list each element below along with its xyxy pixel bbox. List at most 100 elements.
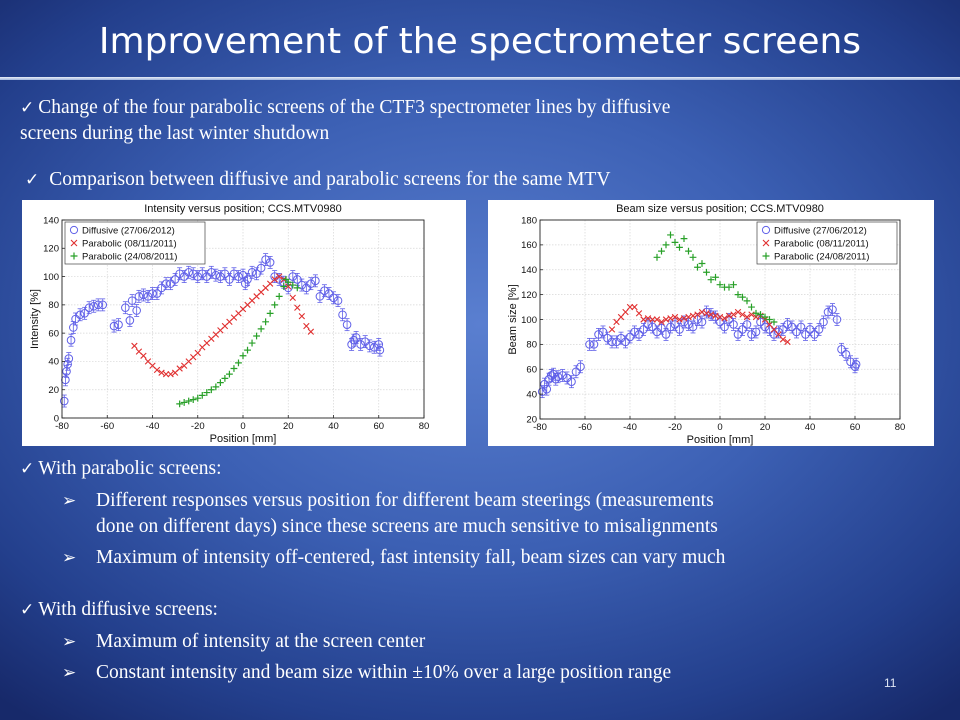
y-tick-label: 140 — [43, 215, 59, 226]
data-point-circle — [823, 307, 833, 317]
data-point-circle — [684, 320, 693, 329]
data-point-circle — [157, 283, 166, 293]
x-axis-label: Position [mm] — [210, 433, 277, 445]
data-point-circle — [729, 320, 738, 329]
legend-marker-x — [70, 239, 78, 247]
data-point-circle — [114, 320, 123, 329]
parabolic-item-maximum: ➢ Maximum of intensity off-centered, fast… — [62, 545, 958, 571]
page-number: 11 — [884, 676, 897, 690]
data-point-x — [734, 308, 742, 316]
data-point-x — [153, 366, 161, 374]
x-tick-label: -20 — [191, 421, 205, 432]
data-point-x — [635, 310, 643, 317]
legend-label: Parabolic (08/11/2011) — [82, 238, 177, 249]
data-point-plus — [216, 379, 224, 387]
data-point-x — [676, 316, 683, 323]
data-point-x — [712, 312, 719, 319]
data-point-x — [644, 315, 652, 322]
x-tick-label: 40 — [328, 421, 339, 432]
data-point-circle — [607, 337, 617, 347]
data-point-plus — [194, 394, 202, 402]
legend-box — [64, 221, 206, 265]
data-point-x — [667, 315, 674, 322]
y-tick-label: 60 — [526, 365, 537, 376]
data-point-circle — [109, 321, 119, 331]
data-point-plus — [689, 253, 697, 261]
data-point-circle — [306, 279, 316, 288]
data-point-circle — [783, 320, 792, 329]
data-point-x — [140, 352, 147, 359]
y-tick-label: 40 — [48, 357, 59, 368]
data-point-plus — [685, 247, 692, 255]
checkmark-icon: ✓ — [20, 459, 35, 479]
series-0 — [537, 303, 861, 399]
data-point-circle — [121, 303, 130, 312]
data-point-circle — [216, 272, 225, 281]
data-point-circle — [375, 345, 385, 355]
data-point-x — [752, 313, 760, 321]
bullet-text: Comparison between diffusive and parabol… — [49, 169, 611, 190]
data-point-plus — [226, 370, 233, 378]
x-tick-label: -60 — [100, 421, 114, 432]
y-tick-label: 120 — [43, 244, 59, 255]
slide-title: Improvement of the spectrometer screens — [98, 21, 862, 62]
data-point-circle — [760, 322, 770, 332]
data-point-circle — [733, 330, 743, 339]
x-tick-label: -80 — [55, 421, 69, 432]
data-point-plus — [235, 359, 242, 367]
x-tick-label: -40 — [146, 421, 160, 432]
title-divider — [0, 77, 960, 80]
data-point-x — [162, 370, 170, 378]
data-point-circle — [127, 296, 137, 305]
data-point-x — [725, 312, 733, 319]
x-axis-label: Position [mm] — [687, 434, 754, 446]
intensity-chart: -80 -60 -40 -20 0 20 40 60 80 0 20 40 60 80 100 120 140 I… — [22, 200, 466, 446]
y-tick-label: 80 — [48, 300, 59, 311]
data-point-circle — [828, 305, 837, 314]
data-point-circle — [774, 327, 783, 337]
data-point-x — [276, 273, 283, 280]
data-point-x — [680, 315, 688, 322]
y-tick-label: 140 — [521, 265, 537, 276]
data-point-plus — [289, 281, 297, 289]
data-point-circle — [778, 325, 788, 334]
data-point-circle — [139, 290, 148, 300]
data-point-circle — [670, 320, 680, 329]
data-point-circle — [643, 320, 653, 329]
data-point-plus — [284, 278, 292, 286]
y-tick-label: 20 — [48, 385, 59, 396]
data-point-circle — [338, 310, 347, 320]
data-point-circle — [202, 272, 212, 281]
data-point-x — [307, 328, 315, 335]
data-point-circle — [805, 325, 815, 334]
legend-label: Parabolic (08/11/2011) — [774, 238, 869, 249]
data-point-circle — [66, 335, 76, 345]
data-point-x — [739, 311, 746, 318]
data-point-plus — [707, 276, 715, 284]
data-point-circle — [814, 325, 824, 334]
data-point-plus — [266, 309, 274, 317]
data-point-plus — [770, 318, 778, 326]
legend-marker-plus — [70, 252, 78, 260]
data-point-plus — [293, 284, 301, 292]
diffusive-item-constant: ➢ Constant intensity and beam size within… — [62, 660, 886, 686]
arrow-bullet-icon: ➢ — [62, 491, 77, 511]
data-point-circle — [792, 327, 801, 337]
data-point-plus — [739, 293, 746, 301]
data-point-circle — [365, 341, 375, 351]
data-point-plus — [761, 313, 769, 321]
data-point-circle — [634, 330, 644, 339]
data-point-circle — [125, 316, 135, 325]
data-point-circle — [738, 325, 747, 334]
checkmark-icon: ✓ — [20, 98, 35, 118]
data-point-circle — [161, 279, 171, 288]
data-point-circle — [630, 327, 639, 337]
data-point-x — [685, 313, 692, 321]
data-point-x — [779, 336, 787, 343]
data-point-x — [289, 294, 296, 301]
data-point-x — [131, 342, 138, 350]
series-1 — [608, 303, 791, 346]
data-point-circle — [256, 263, 266, 273]
y-tick-label: 160 — [521, 240, 537, 251]
data-point-plus — [185, 397, 193, 405]
